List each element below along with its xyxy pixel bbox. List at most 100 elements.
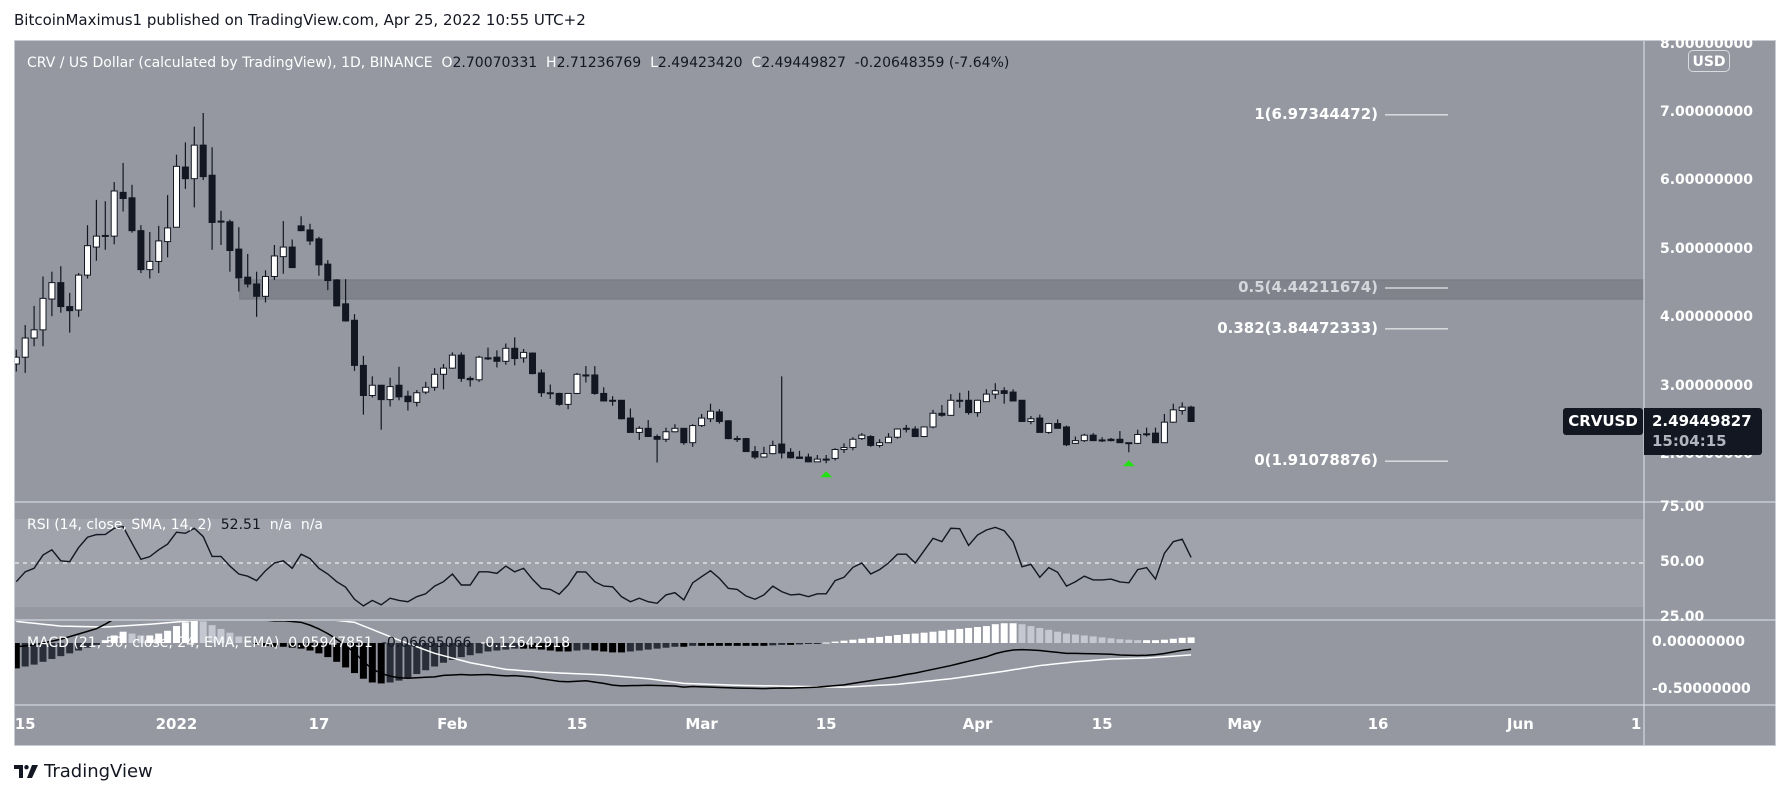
macd-histogram-bar <box>386 643 394 683</box>
fib-level-label: 1(6.97344472) <box>1254 104 1378 123</box>
candle <box>324 260 332 291</box>
candle-body <box>1152 432 1159 444</box>
macd-histogram-bar <box>787 643 795 645</box>
candle-body <box>493 356 501 362</box>
macd-histogram-bar <box>742 643 750 646</box>
macd-histogram-bar <box>15 643 20 669</box>
candle-body <box>1063 426 1070 446</box>
tradingview-logo[interactable]: TradingView <box>14 761 153 782</box>
macd-histogram-bar <box>48 643 56 659</box>
candle-body <box>146 260 154 271</box>
candle <box>769 440 777 455</box>
chart-frame[interactable] <box>14 40 1776 746</box>
time-axis-label: 16 <box>1367 715 1389 733</box>
candle <box>279 221 287 274</box>
macd-histogram-bar <box>1134 640 1142 643</box>
macd-histogram-bar <box>208 625 216 643</box>
candle-body <box>1187 406 1195 422</box>
macd-histogram-bar <box>635 643 643 651</box>
candle <box>1116 431 1124 444</box>
macd-histogram-bar <box>609 643 617 653</box>
candle <box>208 147 216 250</box>
candle <box>431 368 439 391</box>
macd-histogram-bar <box>1152 640 1159 643</box>
macd-histogram-bar <box>440 643 447 663</box>
macd-signal-value: -0.12642918 <box>480 635 571 651</box>
time-axis-label: Feb <box>437 715 468 733</box>
candle-body <box>938 412 946 416</box>
low-label: L <box>650 55 658 71</box>
candle <box>778 376 786 459</box>
symbol-legend[interactable]: CRV / US Dollar (calculated by TradingVi… <box>27 55 1009 71</box>
currency-button[interactable]: USD <box>1688 50 1730 72</box>
candle <box>306 223 314 246</box>
candle-body <box>707 410 714 420</box>
candle <box>288 239 296 269</box>
rsi-legend[interactable]: RSI (14, close, SMA, 14, 2) 52.51 n/a n/… <box>27 517 323 533</box>
candle <box>101 201 109 250</box>
candle <box>715 409 723 424</box>
candle-body <box>1071 440 1079 444</box>
candle-body <box>974 399 981 414</box>
candle <box>689 424 697 447</box>
candle <box>475 355 483 382</box>
macd-histogram-bar <box>911 633 919 643</box>
candle-body <box>876 442 884 446</box>
time-axis-label: 15 <box>1091 715 1113 733</box>
candle <box>796 450 803 459</box>
macd-legend[interactable]: MACD (21, 50, close, 24, EMA, EMA) 0.059… <box>27 635 570 651</box>
candle <box>84 225 91 279</box>
macd-histogram-bar <box>778 643 786 645</box>
macd-histogram-bar <box>822 642 830 644</box>
candle-body <box>965 399 973 414</box>
macd-histogram-bar <box>929 631 937 643</box>
candle <box>813 455 821 463</box>
candle <box>244 253 252 288</box>
macd-histogram-bar <box>333 643 341 662</box>
macd-histogram-bar <box>377 643 385 684</box>
candle <box>262 270 269 303</box>
candle <box>876 439 884 448</box>
macd-histogram-bar <box>368 643 376 683</box>
macd-histogram-bar <box>858 638 866 643</box>
candle <box>520 348 528 363</box>
candle <box>315 236 323 276</box>
candle-body <box>217 220 225 223</box>
macd-histogram-bar <box>1027 626 1035 643</box>
macd-histogram-bar <box>991 624 999 643</box>
macd-pane <box>15 621 1195 690</box>
candle <box>982 389 990 403</box>
candle <box>199 113 207 181</box>
candle-body <box>190 144 198 180</box>
macd-histogram-bar <box>644 643 652 650</box>
candle-body <box>30 329 38 339</box>
macd-histogram-bar <box>947 629 955 643</box>
candle-body <box>199 144 207 178</box>
candle-body <box>173 165 180 228</box>
candle <box>1045 422 1053 434</box>
candle-body <box>982 393 990 403</box>
candle <box>235 227 243 292</box>
candle <box>457 352 465 382</box>
candle-body <box>1125 442 1133 445</box>
candle <box>484 347 492 360</box>
candle-body <box>991 390 999 395</box>
candle <box>253 271 261 317</box>
macd-histogram-bar <box>626 643 634 652</box>
candle-body <box>813 458 821 463</box>
candle <box>1018 399 1026 422</box>
candle-body <box>893 428 901 438</box>
candle-body <box>1080 434 1088 442</box>
price-axis-label: 8.00000000 <box>1660 35 1753 52</box>
candle-body <box>609 399 617 402</box>
candle-body <box>457 354 465 379</box>
candle <box>724 420 732 440</box>
candle <box>911 426 919 438</box>
candle-body <box>422 386 430 393</box>
candle-body <box>689 425 697 444</box>
candle-body <box>1143 433 1151 436</box>
candle <box>653 434 661 463</box>
macd-histogram-bar <box>66 643 74 654</box>
candle <box>644 420 652 438</box>
